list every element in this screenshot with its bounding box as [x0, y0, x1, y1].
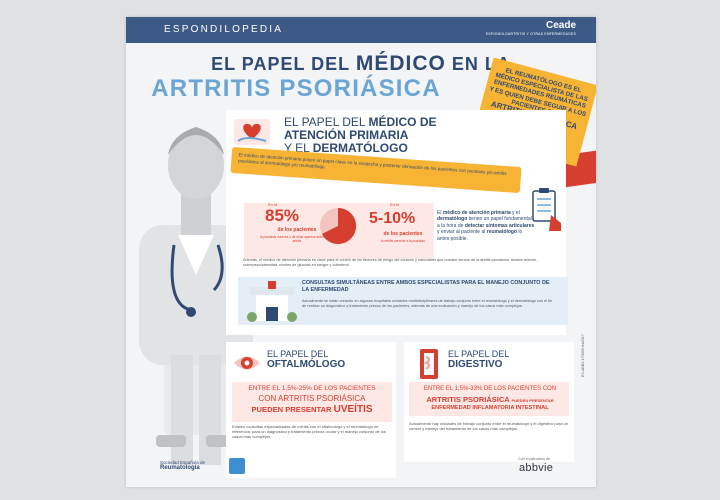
- eye-icon: [234, 356, 260, 370]
- intestine-icon: [420, 349, 438, 379]
- pie-icon: [320, 207, 357, 244]
- side-text-b2: dermatólogo: [437, 216, 468, 223]
- stat-right-prefix: En el: [390, 202, 400, 207]
- primary-title-b: MÉDICO DE: [368, 115, 437, 129]
- ser-line2: Reumatología: [160, 465, 200, 471]
- primary-title-line2: ATENCIÓN PRIMARIA: [284, 128, 409, 142]
- stat-right-note: la artritis precede a la psoriasis: [381, 239, 425, 243]
- oft-title-2: OFTALMÓLOGO: [267, 359, 346, 370]
- stat-left-label: de los pacientes: [277, 227, 317, 233]
- eii-stat-box: [409, 382, 569, 416]
- stat-right-value: 5-10%: [369, 210, 416, 227]
- title-part-big: MÉDICO: [355, 52, 446, 75]
- ademas-text: Además, el médico de atención primaria e…: [243, 258, 537, 267]
- sponsor-note: Con el patrocinio de: [518, 457, 550, 461]
- abbvie-logo: abbvie: [519, 462, 554, 474]
- primary-side-text: El médico de atención primaria y el derm…: [437, 210, 535, 242]
- side-text-4: y enviar al paciente al: [437, 229, 487, 236]
- oft-title-1: EL PAPEL DEL: [267, 349, 329, 359]
- stethoscope-icon: [170, 244, 192, 312]
- eii-line2a: ARTRITIS PSORIÁSICA: [426, 395, 512, 404]
- top-bar: ESPONDILOPEDIA Ceade ESPONDILOARTRITIS Y…: [126, 17, 596, 43]
- ceade-name: Ceade: [545, 20, 576, 31]
- primary-title-a: EL PAPEL DEL: [284, 115, 369, 129]
- uveitis-line3a: PUEDEN PRESENTAR: [251, 405, 334, 414]
- stat-left-note: la psoriasis cutánea o de uñas aparece a…: [260, 235, 334, 243]
- doctor-head: [168, 131, 224, 199]
- oftalmologo-body: Existen consultas especializadas de uveí…: [232, 424, 386, 440]
- uveitis-line1: ENTRE EL 1,5%-25% DE LOS PACIENTES: [248, 385, 376, 392]
- consultas-body: Actualmente se están creando en algunos …: [302, 299, 553, 308]
- oftalmologo-title: EL PAPEL DEL OFTALMÓLOGO: [267, 349, 345, 370]
- dig-title-2: DIGESTIVO: [448, 359, 503, 370]
- eii-line2b: PUEDEN PRESENTAR: [511, 398, 554, 403]
- eii-line2: ARTRITIS PSORIÁSICA PUEDEN PRESENTAR: [412, 395, 568, 404]
- title-part-a: EL PAPEL DEL: [211, 54, 356, 74]
- uveitis-line2: CON ARTRITIS PSORIÁSICA: [258, 394, 366, 403]
- uveitis-line3b: UVEÍTIS: [333, 404, 373, 415]
- ceade-subtitle: ESPONDILOARTRITIS Y OTRAS ENFERMEDADES: [485, 32, 576, 36]
- clipboard-icon: [532, 188, 561, 231]
- digestivo-title: EL PAPEL DEL DIGESTIVO: [448, 349, 509, 370]
- side-text-3: tienen un papel fundamental a la hora de: [437, 216, 532, 229]
- doctor-illustration: [139, 127, 253, 465]
- doctor-body: [139, 225, 253, 365]
- side-text-5: lo antes posible.: [437, 229, 523, 242]
- consultas-title: CONSULTAS SIMULTÁNEAS ENTRE AMBOS ESPECI…: [302, 280, 550, 293]
- stat-left-value: 85%: [265, 206, 300, 225]
- stat-right-label: de los pacientes: [383, 231, 423, 237]
- uveitis-line3: PUEDEN PRESENTAR UVEÍTIS: [236, 404, 388, 415]
- infographic-poster: ESPONDILOPEDIA Ceade ESPONDILOARTRITIS Y…: [126, 17, 596, 487]
- eii-line3: ENFERMEDAD INFLAMATORIA INTESTINAL: [431, 405, 549, 411]
- espondilopedia-logo: ESPONDILOPEDIA: [164, 24, 284, 35]
- heart-hand-icon: [234, 119, 270, 145]
- document-code: ES-ABBV-170069-feb2017: [581, 334, 585, 377]
- ser-logo: Sociedad Española de Reumatología: [160, 460, 240, 478]
- hospital-icon: [247, 281, 297, 322]
- primary-title-d: DERMATÓLOGO: [312, 141, 408, 155]
- side-text-b4: reumatólogo: [486, 229, 518, 236]
- ceade-logo: Ceade ESPONDILOARTRITIS Y OTRAS ENFERMED…: [486, 21, 576, 39]
- uveitis-stat-box: [232, 382, 392, 422]
- eii-line1: ENTRE EL 1,5%-33% DE LOS PACIENTES CON: [423, 386, 557, 392]
- stat-left-prefix: En el: [268, 202, 278, 207]
- side-text-b3: detectar síntomas articulares: [464, 222, 535, 229]
- dig-title-1: EL PAPEL DEL: [448, 349, 510, 359]
- side-text-2: y el: [510, 210, 520, 216]
- side-text-b1: médico de atención primaria: [442, 210, 511, 216]
- page-title-line2: ARTRITIS PSORIÁSICA: [151, 75, 441, 102]
- partner-logo: [229, 458, 245, 474]
- digestivo-body: Actualmente hay unidades de trabajo conj…: [409, 421, 568, 432]
- primary-card-title: EL PAPEL DEL MÉDICO DE ATENCIÓN PRIMARIA…: [284, 116, 437, 155]
- ser-line1: Sociedad Española de: [160, 460, 206, 465]
- side-text-1: El: [437, 210, 443, 216]
